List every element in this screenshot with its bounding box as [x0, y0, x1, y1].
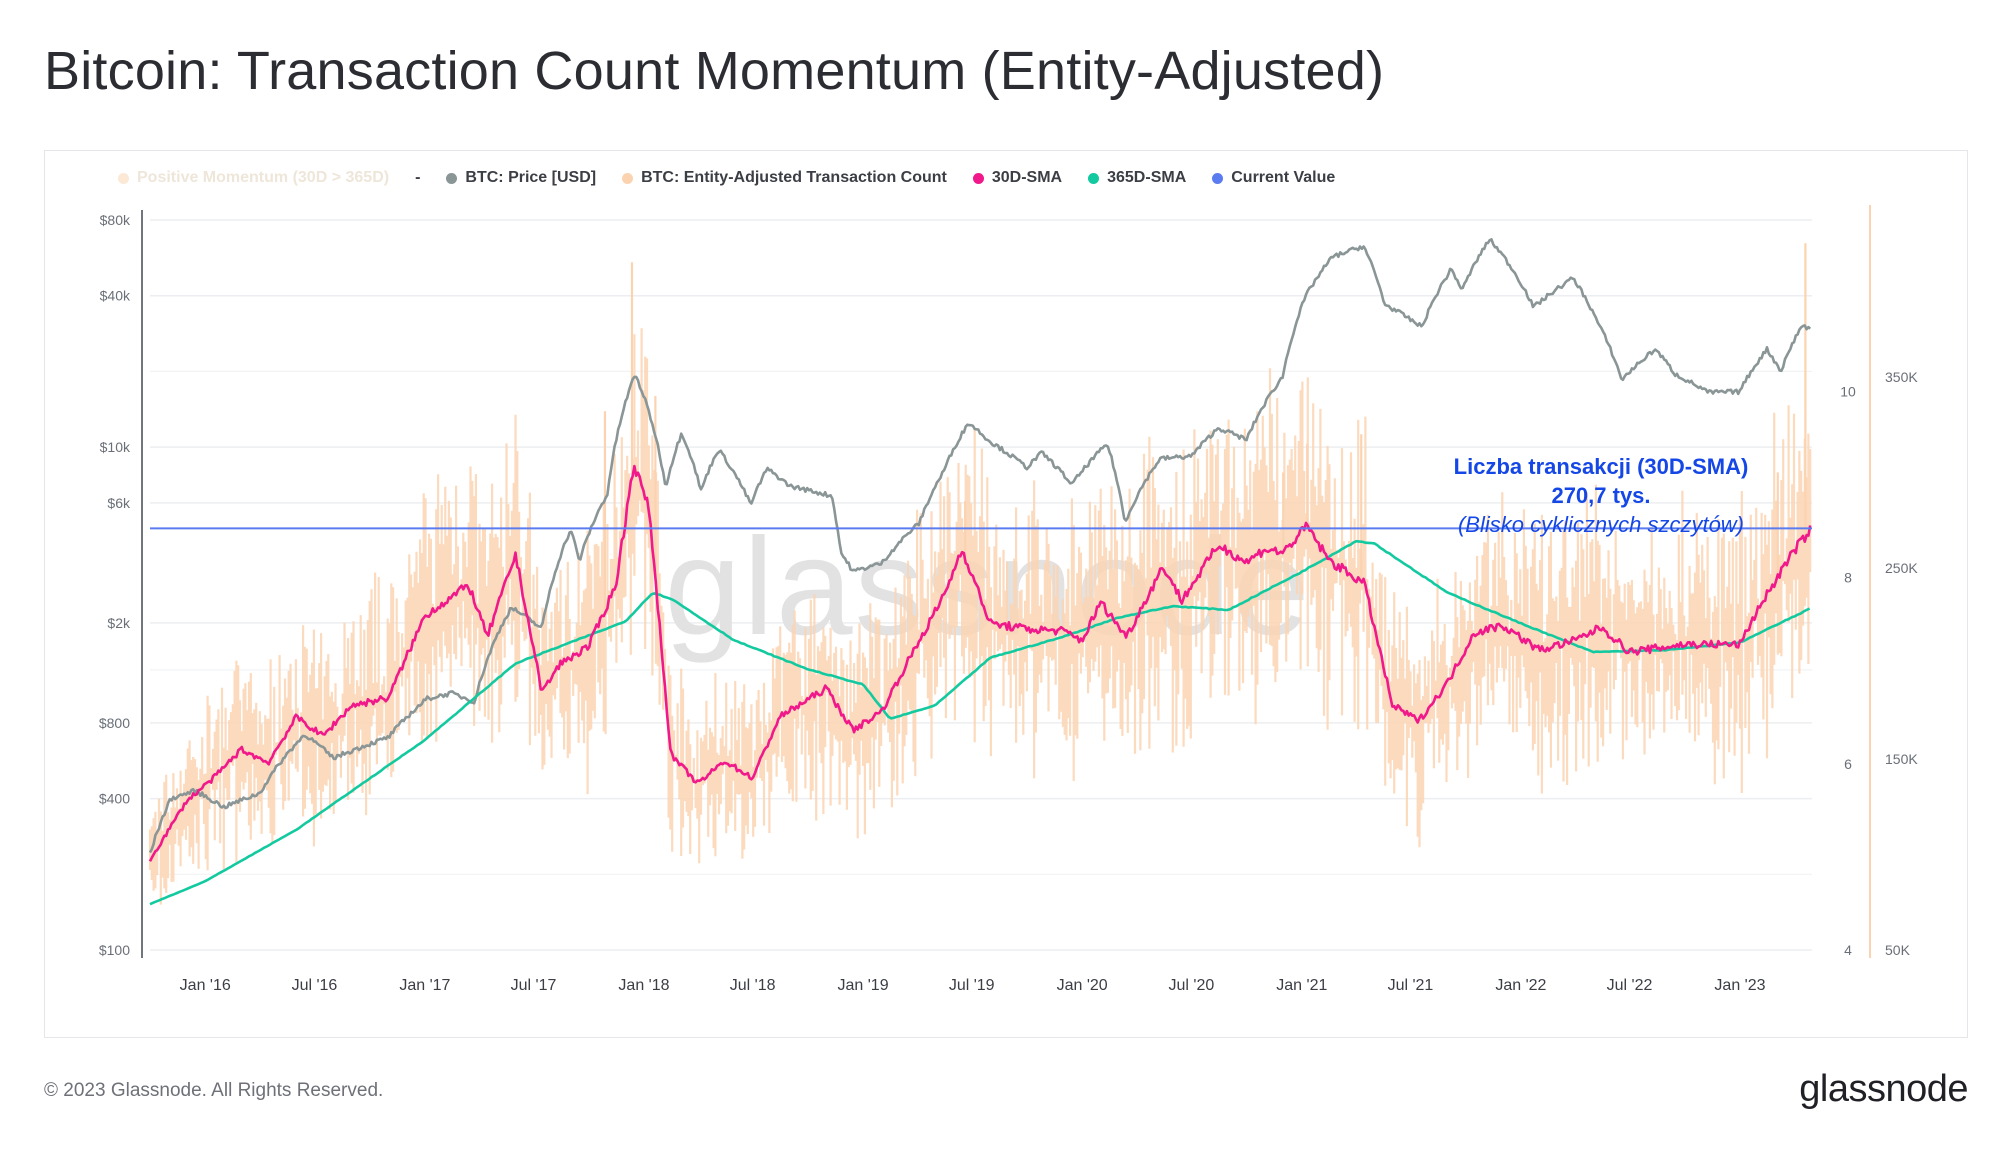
legend-separator-dash: - [415, 169, 421, 186]
legend-label: Current Value [1231, 169, 1336, 186]
y-tick-label-left: $10k [100, 439, 131, 455]
legend-item-365d-sma[interactable]: 365D-SMA [1088, 169, 1186, 187]
x-tick-label: Jan '20 [1057, 977, 1108, 994]
annotation-line-3: (Blisko cyklicznych szczytów) [1458, 512, 1744, 537]
y-tick-label-left: $80k [100, 212, 131, 228]
legend-label: 30D-SMA [991, 169, 1063, 186]
x-tick-label: Jul '18 [730, 977, 776, 994]
legend-item-30d-sma[interactable]: 30D-SMA [972, 169, 1063, 187]
y-tick-label-left: $6k [107, 495, 131, 511]
y-tick-label-mid: 6 [1844, 756, 1852, 772]
legend-label: Positive Momentum (30D > 365D) [137, 169, 390, 186]
sma365-line [149, 539, 1811, 906]
legend-item-current-value[interactable]: Current Value [1212, 169, 1335, 187]
y-tick-label-left: $2k [107, 615, 131, 631]
x-tick-label: Jan '16 [180, 977, 231, 994]
x-tick-label: Jul '20 [1169, 977, 1215, 994]
page-title: Bitcoin: Transaction Count Momentum (Ent… [44, 41, 1385, 101]
x-tick-label: Jan '22 [1495, 977, 1546, 994]
price-line [148, 238, 1812, 854]
x-tick-label: Jul '17 [511, 977, 557, 994]
legend-item-tx-count[interactable]: BTC: Entity-Adjusted Transaction Count [622, 169, 947, 187]
legend-dot-icon [1212, 172, 1224, 184]
x-tick-label: Jan '18 [618, 977, 669, 994]
x-tick-label: Jan '23 [1714, 977, 1765, 994]
price-series [148, 238, 1812, 854]
legend-item-btc-price[interactable]: BTC: Price [USD] [446, 169, 596, 187]
y-tick-label-mid: 10 [1840, 383, 1856, 399]
y-tick-label-mid: 4 [1844, 942, 1852, 958]
legend-label: BTC: Price [USD] [465, 169, 597, 186]
legend-dot-icon [118, 172, 129, 184]
legend-dot-icon [1088, 172, 1100, 184]
tx-count-series [148, 243, 1812, 905]
sma30-series [148, 464, 1812, 862]
sma365-series [149, 539, 1811, 906]
y-tick-label-mid: 8 [1844, 570, 1852, 586]
annotation-line-2: 270,7 tys. [1551, 483, 1650, 508]
axes: $100 $400 $800 $2k $6k $10k $40k $80k 4 6 8 10 50K 15… [99, 205, 1918, 994]
legend-label: 365D-SMA [1107, 169, 1187, 186]
y-tick-label-left: $800 [99, 715, 130, 731]
y-tick-label-right: 150K [1885, 751, 1918, 767]
y-tick-label-left: $40k [100, 288, 131, 304]
legend-item-positive-momentum[interactable]: Positive Momentum (30D > 365D) [118, 169, 389, 187]
y-tick-label-right: 250K [1885, 560, 1918, 576]
x-tick-label: Jan '17 [399, 977, 450, 994]
chart-legend: Positive Momentum (30D > 365D) - BTC: Pr… [118, 166, 1335, 190]
legend-label: BTC: Entity-Adjusted Transaction Count [641, 169, 947, 186]
annotation-line-1: Liczba transakcji (30D-SMA) [1454, 454, 1749, 479]
y-tick-label-left: $100 [99, 942, 130, 958]
x-tick-label: Jan '19 [838, 977, 889, 994]
tx-count-bars [148, 328, 1812, 905]
annotation: Liczba transakcji (30D-SMA) 270,7 tys. (… [1454, 454, 1749, 537]
legend-dot-icon [972, 172, 984, 184]
x-tick-label: Jul '19 [949, 977, 995, 994]
legend-item-separator: - [415, 169, 420, 187]
x-tick-label: Jul '16 [292, 977, 338, 994]
legend-dot-icon [622, 172, 634, 184]
legend-dot-icon [446, 172, 458, 184]
y-tick-label-left: $400 [99, 791, 130, 807]
x-tick-label: Jan '21 [1276, 977, 1327, 994]
y-tick-label-right: 50K [1885, 942, 1911, 958]
footer-logo: glassnode [1799, 1068, 1968, 1110]
x-tick-label: Jul '21 [1388, 977, 1434, 994]
x-tick-label: Jul '22 [1607, 977, 1653, 994]
sma30-line [148, 464, 1812, 862]
footer-copyright: © 2023 Glassnode. All Rights Reserved. [44, 1080, 384, 1101]
y-tick-label-right: 350K [1885, 369, 1918, 385]
